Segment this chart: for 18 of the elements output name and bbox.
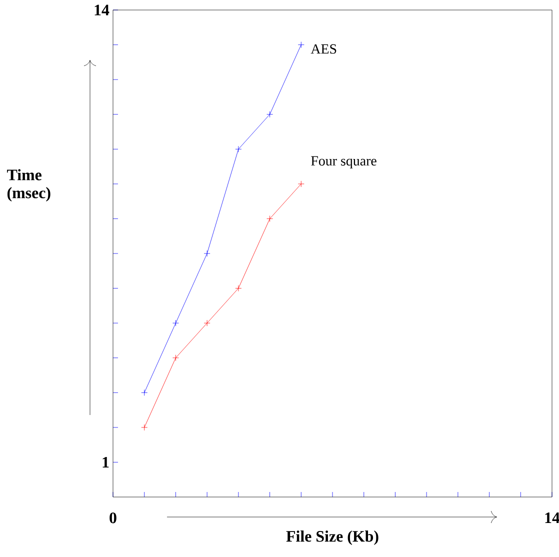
y-tick-label: 1 (102, 456, 109, 468)
point (204, 250, 210, 257)
point (172, 354, 179, 362)
point (141, 424, 148, 431)
x-axis-title: File Size (Kb) (286, 530, 378, 545)
point (235, 285, 242, 292)
point (172, 320, 179, 326)
point (298, 42, 304, 48)
point (235, 146, 242, 152)
y-axis-title: Time (msec) (7, 169, 50, 202)
point (298, 180, 304, 188)
point (204, 320, 210, 326)
point (266, 111, 273, 118)
point (141, 389, 148, 396)
series-label: Four square (311, 156, 376, 168)
point (266, 216, 273, 222)
series-label: AES (310, 44, 336, 54)
x-tick-label: 0 (110, 512, 116, 524)
